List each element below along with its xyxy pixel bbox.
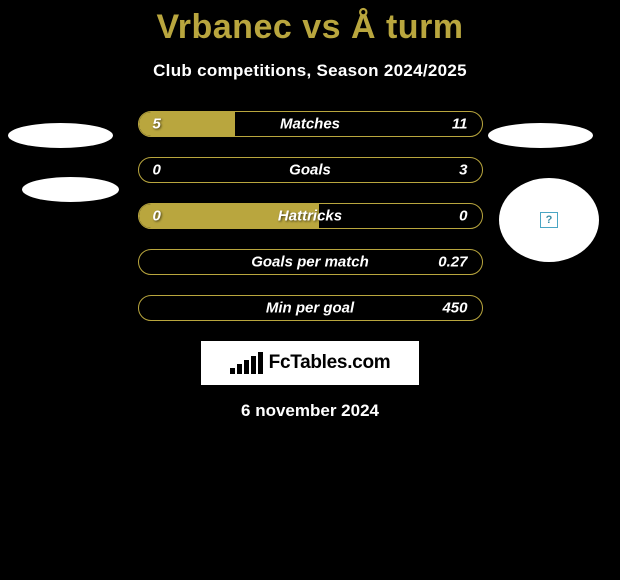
- generation-date: 6 november 2024: [0, 401, 620, 421]
- stat-row: 0 Hattricks 0: [138, 203, 483, 229]
- stat-label: Goals per match: [251, 254, 369, 271]
- stat-left-value: 0: [153, 208, 161, 225]
- stat-right-value: 11: [452, 116, 468, 133]
- decor-ellipse-right-1: [488, 123, 593, 148]
- comparison-subtitle: Club competitions, Season 2024/2025: [0, 61, 620, 81]
- stat-rows-container: 5 Matches 11 0 Goals 3 0 Hattricks 0 Goals per ma…: [138, 111, 483, 321]
- stat-label: Goals: [289, 162, 331, 179]
- stat-row: 0 Goals 3: [138, 157, 483, 183]
- logo-bars-icon: [230, 352, 263, 374]
- comparison-title: Vrbanec vs Å turm: [0, 0, 620, 47]
- stat-left-value: 5: [153, 116, 161, 133]
- stat-right-value: 450: [442, 300, 467, 317]
- stat-right-value: 0.27: [438, 254, 467, 271]
- stat-label: Hattricks: [278, 208, 342, 225]
- stat-row: 5 Matches 11: [138, 111, 483, 137]
- fctables-logo: FcTables.com: [201, 341, 419, 385]
- stat-row: Goals per match 0.27: [138, 249, 483, 275]
- missing-image-icon: ?: [540, 212, 558, 228]
- stat-label: Min per goal: [266, 300, 354, 317]
- stat-right-value: 0: [459, 208, 467, 225]
- player-avatar-right: ?: [499, 178, 599, 262]
- stat-left-value: 0: [153, 162, 161, 179]
- logo-text: FcTables.com: [269, 352, 391, 374]
- decor-ellipse-left-1: [8, 123, 113, 148]
- decor-ellipse-left-2: [22, 177, 119, 202]
- stat-right-value: 3: [459, 162, 467, 179]
- stat-row: Min per goal 450: [138, 295, 483, 321]
- stat-label: Matches: [280, 116, 340, 133]
